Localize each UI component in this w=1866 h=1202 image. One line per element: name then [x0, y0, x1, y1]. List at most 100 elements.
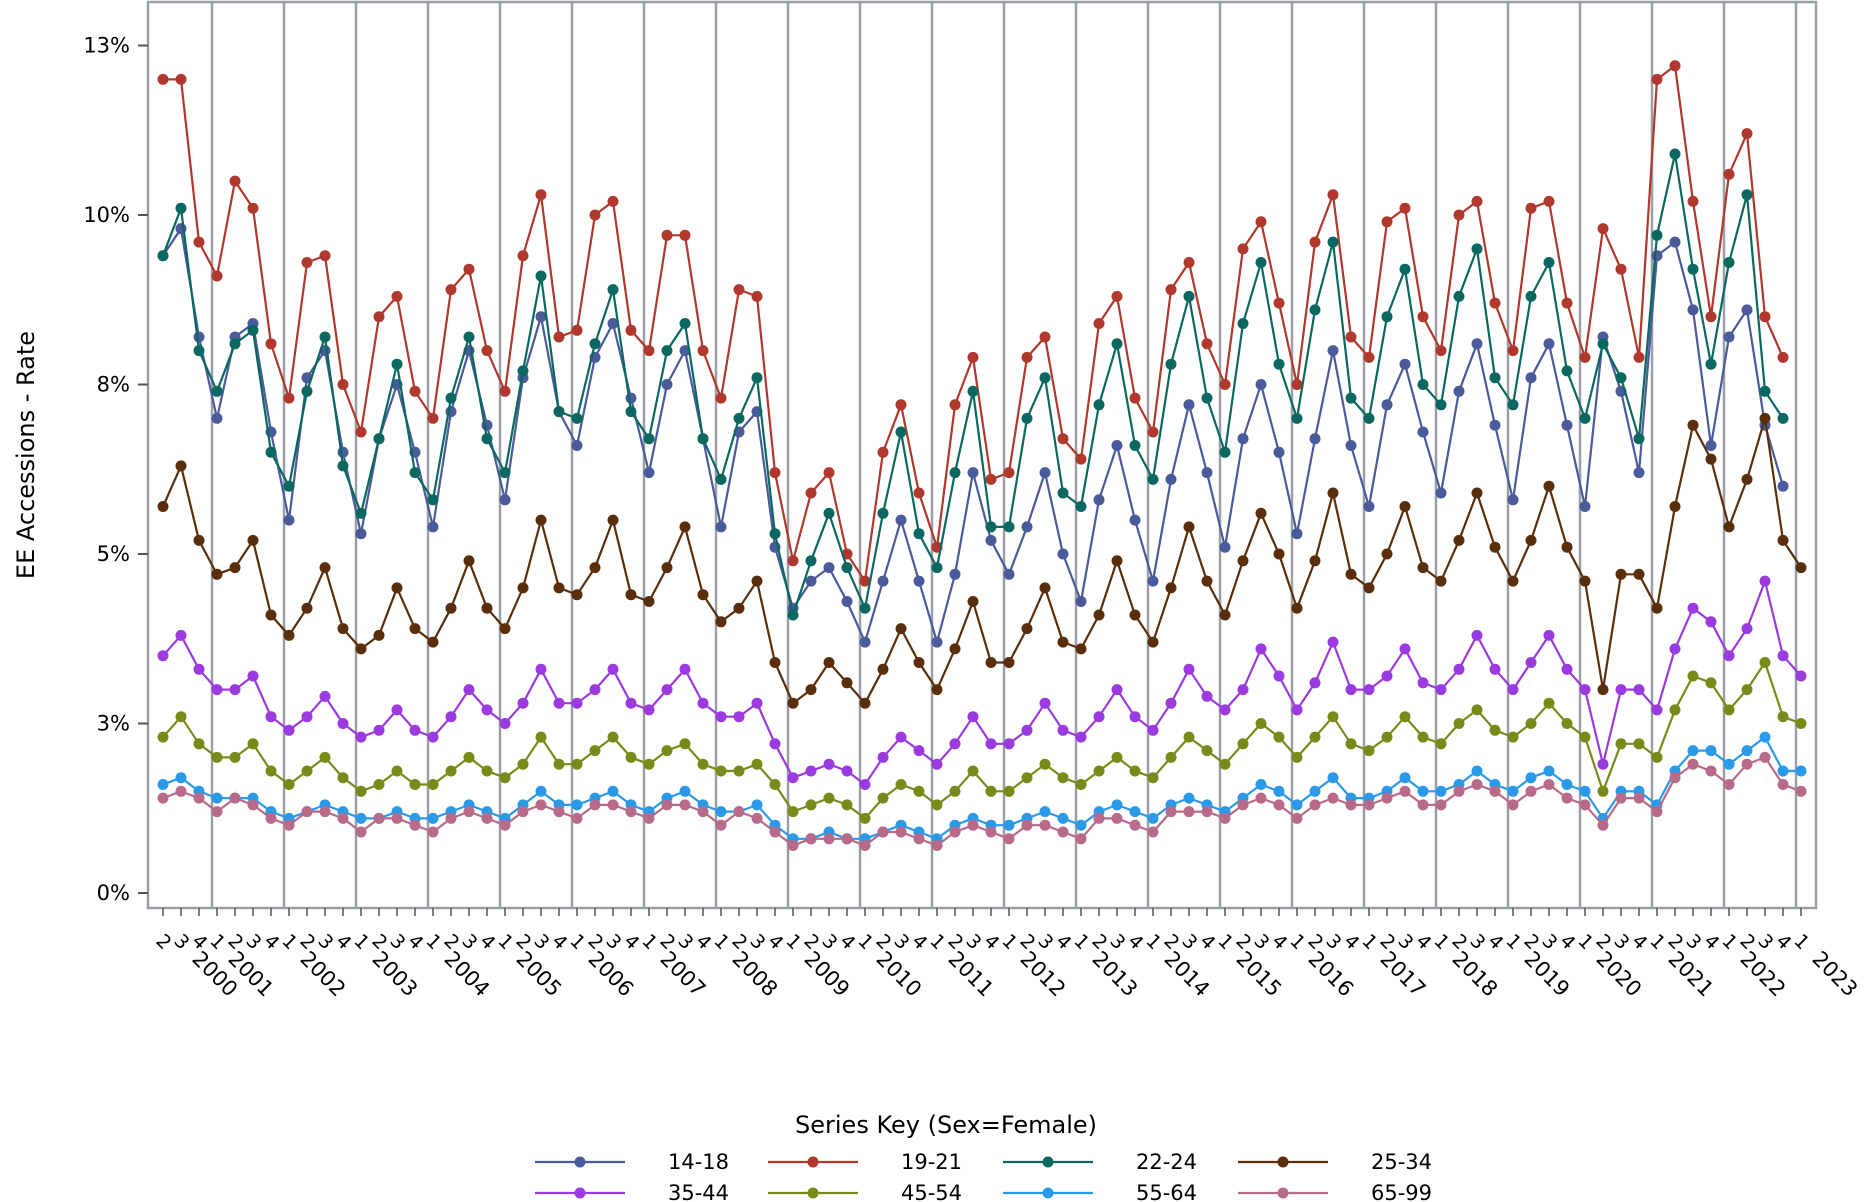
data-point — [1309, 785, 1321, 797]
data-point — [211, 270, 223, 282]
data-point — [841, 562, 853, 574]
legend-item: 22-24 — [1003, 1150, 1197, 1174]
data-point — [445, 711, 457, 723]
data-point — [1561, 792, 1573, 804]
data-point — [1363, 351, 1375, 363]
data-point — [1345, 331, 1357, 343]
data-point — [751, 799, 763, 811]
data-point — [283, 480, 295, 492]
data-point — [1003, 657, 1015, 668]
data-point — [859, 779, 871, 790]
data-point — [265, 812, 277, 824]
data-point — [1021, 412, 1033, 424]
data-point — [895, 779, 907, 790]
data-point — [1651, 806, 1663, 818]
data-point — [1147, 426, 1159, 438]
series-line — [162, 579, 1802, 786]
data-point — [643, 596, 655, 607]
x-year-label: 2007 — [655, 947, 710, 1002]
data-point — [1039, 467, 1051, 479]
data-point — [319, 690, 331, 702]
data-point — [769, 738, 781, 750]
data-point — [535, 799, 547, 811]
data-point — [1435, 684, 1447, 696]
data-point — [607, 514, 619, 526]
data-point — [1687, 670, 1699, 682]
data-point — [607, 318, 619, 329]
legend-label: 55-64 — [1136, 1181, 1197, 1202]
data-point — [1561, 419, 1573, 431]
data-point — [715, 806, 727, 818]
data-point — [643, 467, 655, 479]
data-point — [787, 555, 799, 567]
data-point — [517, 582, 529, 594]
data-point — [1075, 643, 1087, 655]
x-year-label: 2015 — [1231, 947, 1286, 1002]
data-point — [1039, 582, 1051, 594]
data-point — [1075, 731, 1087, 743]
data-point — [301, 806, 313, 818]
data-point — [877, 507, 889, 519]
data-point — [1111, 555, 1123, 567]
data-point — [355, 426, 367, 438]
data-point — [1363, 582, 1375, 594]
data-point — [229, 175, 241, 187]
data-point — [391, 582, 403, 594]
data-point — [931, 636, 943, 648]
data-point — [1003, 521, 1015, 533]
data-point — [1111, 440, 1123, 451]
data-point — [1003, 568, 1015, 580]
data-point — [1111, 290, 1123, 302]
data-point — [283, 629, 295, 641]
legend-swatch-marker — [574, 1187, 586, 1199]
data-point — [175, 73, 187, 85]
x-year-label: 2020 — [1591, 947, 1646, 1002]
y-axis: 0% 3% 5% 8% 10% 13% — [83, 34, 148, 905]
data-point — [1237, 243, 1249, 255]
data-point — [571, 697, 583, 709]
data-point — [1165, 751, 1177, 763]
legend-item: 65-99 — [1238, 1181, 1432, 1202]
data-point — [1741, 128, 1753, 140]
data-point — [1183, 663, 1195, 675]
data-point — [895, 731, 907, 743]
data-point — [499, 772, 511, 784]
data-point — [1489, 724, 1501, 736]
data-point — [1525, 657, 1537, 668]
data-point — [841, 799, 853, 811]
data-point — [193, 534, 205, 546]
data-point — [391, 704, 403, 716]
data-point — [229, 562, 241, 574]
data-point — [1111, 799, 1123, 811]
data-point — [1183, 521, 1195, 533]
data-point — [643, 433, 655, 445]
data-point — [1597, 819, 1609, 831]
data-point — [283, 779, 295, 790]
x-year-label: 2002 — [295, 947, 350, 1002]
data-point — [193, 663, 205, 675]
data-point — [1543, 195, 1555, 207]
data-point — [211, 568, 223, 580]
data-point — [1489, 372, 1501, 384]
data-point — [1723, 168, 1735, 180]
data-point — [1183, 399, 1195, 411]
series-45-54 — [157, 657, 1807, 824]
data-point — [1255, 643, 1267, 655]
data-point — [967, 819, 979, 831]
data-point — [1615, 684, 1627, 696]
data-point — [157, 250, 169, 262]
legend-swatch-marker — [1277, 1156, 1289, 1168]
data-point — [1399, 358, 1411, 370]
data-point — [1165, 582, 1177, 594]
data-point — [1795, 718, 1807, 729]
data-point — [1075, 501, 1087, 512]
data-point — [679, 521, 691, 533]
data-point — [913, 745, 925, 757]
data-point — [913, 487, 925, 499]
data-point — [175, 785, 187, 797]
data-point — [1345, 392, 1357, 404]
data-point — [1543, 338, 1555, 350]
data-point — [1795, 670, 1807, 682]
data-point — [967, 711, 979, 723]
data-point — [805, 555, 817, 567]
